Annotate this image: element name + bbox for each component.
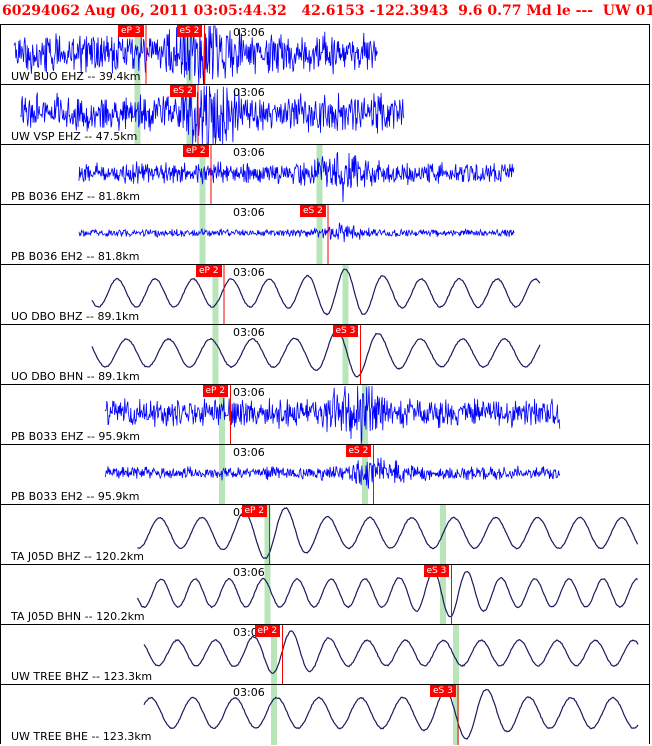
waveform-trace	[91, 268, 541, 316]
trace-plot	[78, 205, 515, 265]
station-label: PB B033 EH2 -- 95.9km	[11, 490, 140, 503]
theoretical-arrival-marker	[134, 25, 141, 85]
waveform-trace	[137, 507, 639, 559]
phase-pick-tag[interactable]: eP 2	[241, 505, 268, 517]
trace-plot	[143, 685, 639, 745]
time-label: 03:0	[233, 626, 258, 639]
theoretical-arrival-marker	[264, 565, 271, 625]
phase-pick-tag[interactable]: eS 2	[176, 25, 203, 37]
time-label: 03:06	[233, 86, 265, 99]
phase-pick-tag[interactable]: eS 3	[332, 325, 359, 337]
trace-plot	[78, 145, 515, 205]
theoretical-arrival-marker	[212, 265, 219, 325]
trace-plot	[137, 505, 639, 565]
waveform-trace	[143, 688, 639, 740]
phase-pick-tag[interactable]: eP 2	[254, 625, 281, 637]
trace-plot	[91, 265, 541, 325]
time-label: 03:06	[233, 26, 265, 39]
trace-panel[interactable]: 03:06 eS 3 UW TREE BHE -- 123.3km	[0, 684, 650, 745]
theoretical-arrival-marker	[186, 85, 193, 145]
time-label: 03:06	[233, 446, 265, 459]
theoretical-arrival-marker	[342, 265, 349, 325]
trace-panel[interactable]: 03:06 eS 2 PB B033 EH2 -- 95.9km	[0, 444, 650, 505]
phase-pick-tag[interactable]: eP 2	[183, 145, 209, 157]
station-label: UW VSP EHZ -- 47.5km	[11, 130, 138, 143]
theoretical-arrival-marker	[264, 505, 271, 565]
phase-pick-tag[interactable]: eS 3	[423, 565, 450, 577]
station-label: PB B033 EHZ -- 95.9km	[11, 430, 140, 443]
phase-pick-tag[interactable]: eP 3	[118, 25, 144, 37]
trace-panel[interactable]: 03:06 eS 2 UW VSP EHZ -- 47.5km	[0, 84, 650, 145]
station-label: PB B036 EHZ -- 81.8km	[11, 190, 140, 203]
phase-pick-tag[interactable]: eP 2	[202, 385, 229, 397]
trace-plot	[13, 25, 378, 85]
time-label: 03:06	[233, 386, 265, 399]
theoretical-arrival-marker	[440, 505, 446, 565]
station-label: UW BUO EHZ -- 39.4km	[11, 70, 141, 83]
theoretical-arrival-marker	[440, 565, 446, 625]
trace-panel[interactable]: 03:06 eP 2 UO DBO BHZ -- 89.1km	[0, 264, 650, 325]
theoretical-arrival-marker	[316, 145, 323, 205]
trace-panel[interactable]: 03:06 eS 2 PB B036 EH2 -- 81.8km	[0, 204, 650, 265]
theoretical-arrival-marker	[316, 205, 323, 265]
station-label: TA J05D BHZ -- 120.2km	[11, 550, 144, 563]
waveform-trace	[13, 25, 378, 85]
trace-plot	[104, 385, 561, 445]
trace-panel[interactable]: 03:06 eP 3 eS 2 UW BUO EHZ -- 39.4km	[0, 24, 650, 85]
waveform-trace	[136, 570, 638, 618]
station-label: PB B036 EH2 -- 81.8km	[11, 250, 140, 263]
phase-pick-tag[interactable]: eS 2	[170, 85, 196, 97]
trace-plot	[143, 625, 639, 685]
phase-pick-tag[interactable]: eS 2	[300, 205, 326, 217]
waveform-trace	[91, 329, 541, 378]
trace-panel[interactable]: 03:06 eS 3 TA J05D BHN -- 120.2km	[0, 564, 650, 625]
theoretical-arrival-marker	[453, 625, 459, 685]
waveform-trace	[143, 630, 639, 674]
time-label: 03:06	[233, 566, 265, 579]
phase-pick-tag[interactable]: eS 3	[430, 685, 456, 697]
trace-plot	[91, 325, 541, 385]
time-label: 03:06	[233, 146, 265, 159]
trace-plot	[20, 85, 405, 145]
event-summary-text: 60294062 Aug 06, 2011 03:05:44.32 42.615…	[2, 3, 652, 19]
theoretical-arrival-marker	[342, 325, 349, 385]
station-label: TA J05D BHN -- 120.2km	[11, 610, 145, 623]
trace-panel[interactable]: 03:0eP 2TA J05D BHZ -- 120.2km	[0, 504, 650, 565]
trace-panel[interactable]: 03:06 eS 3 UO DBO BHN -- 89.1km	[0, 324, 650, 385]
waveform-trace	[104, 385, 561, 445]
time-label: 03:06	[233, 206, 265, 219]
theoretical-arrival-marker	[199, 205, 206, 265]
trace-panel[interactable]: 03:06 eP 2 PB B033 EHZ -- 95.9km	[0, 384, 650, 445]
theoretical-arrival-marker	[134, 85, 141, 145]
phase-pick-tag[interactable]: eP 2	[196, 265, 222, 277]
station-label: UW TREE BHZ -- 123.3km	[11, 670, 153, 683]
waveform-trace	[20, 85, 405, 145]
phase-pick-tag[interactable]: eS 2	[345, 445, 372, 457]
station-label: UO DBO BHN -- 89.1km	[11, 370, 140, 383]
event-header: 60294062 Aug 06, 2011 03:05:44.32 42.615…	[0, 0, 652, 24]
waveform-trace	[104, 457, 561, 489]
waveform-trace	[78, 222, 515, 243]
seismogram-traces: 03:06 eP 3 eS 2 UW BUO EHZ -- 39.4km 03:06 eS…	[0, 24, 652, 746]
theoretical-arrival-marker	[199, 145, 206, 205]
trace-plot	[104, 445, 561, 505]
theoretical-arrival-marker	[271, 625, 277, 685]
theoretical-arrival-marker	[219, 385, 225, 445]
trace-panel[interactable]: 03:06 eP 2 PB B036 EHZ -- 81.8km	[0, 144, 650, 205]
station-label: UO DBO BHZ -- 89.1km	[11, 310, 140, 323]
trace-panel[interactable]: 03:0 eP 2 UW TREE BHZ -- 123.3km	[0, 624, 650, 685]
theoretical-arrival-marker	[271, 685, 277, 745]
trace-plot	[136, 565, 638, 625]
theoretical-arrival-marker	[212, 325, 219, 385]
station-label: UW TREE BHE -- 123.3km	[11, 730, 152, 743]
time-label: 03:06	[233, 266, 265, 279]
time-label: 03:06	[233, 686, 265, 699]
waveform-trace	[78, 152, 515, 203]
time-label: 03:06	[233, 326, 265, 339]
